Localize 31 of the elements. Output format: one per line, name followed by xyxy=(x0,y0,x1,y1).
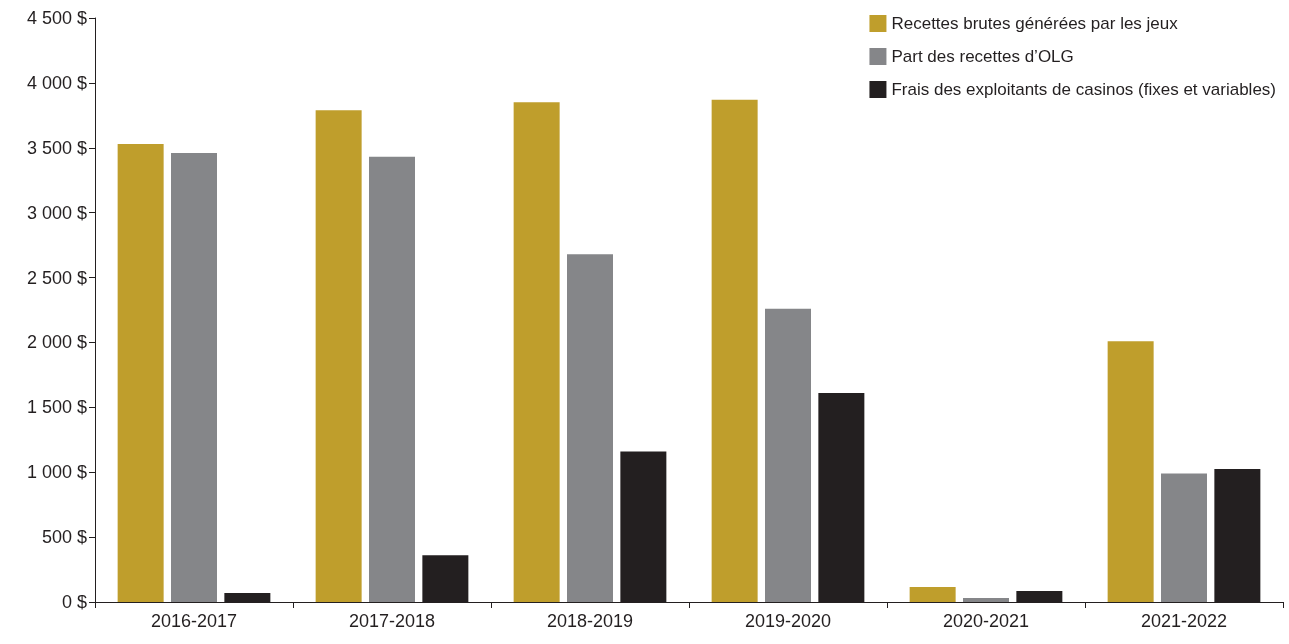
bar xyxy=(117,143,164,602)
bar xyxy=(765,308,811,602)
bar xyxy=(711,99,758,602)
bar xyxy=(963,598,1009,602)
bar xyxy=(369,156,415,602)
bar xyxy=(171,152,217,602)
bar xyxy=(567,254,613,602)
x-tick-label: 2019-2020 xyxy=(744,611,832,631)
y-tick-label: 3 500 $ xyxy=(26,137,87,158)
x-tick-label: 2020-2021 xyxy=(942,611,1030,631)
y-tick-label: 0 $ xyxy=(61,592,87,612)
bar xyxy=(513,102,560,602)
y-tick-label: 500 $ xyxy=(41,527,87,548)
y-tick-label: 2 000 $ xyxy=(26,332,87,353)
bar xyxy=(315,110,362,602)
x-tick-label: 2018-2019 xyxy=(546,611,634,631)
y-tick-label: 4 000 $ xyxy=(26,72,87,93)
y-tick-label: 3 000 $ xyxy=(26,202,87,223)
y-tick-label: 1 000 $ xyxy=(26,462,87,483)
legend-label: Part des recettes d’OLG xyxy=(891,47,1074,66)
x-tick-label: 2017-2018 xyxy=(348,611,436,631)
bar xyxy=(1161,473,1207,602)
y-tick-label: 1 500 $ xyxy=(26,397,87,418)
legend-label: Frais des exploitants de casinos (fixes et variables) xyxy=(891,80,1276,99)
x-tick-label: 2016-2017 xyxy=(150,611,238,631)
x-tick-label: 2021-2022 xyxy=(1140,611,1228,631)
bar xyxy=(1107,341,1154,602)
bar xyxy=(909,587,956,602)
legend-label: Recettes brutes générées par les jeux xyxy=(891,14,1179,33)
y-tick-label: 4 500 $ xyxy=(26,8,87,28)
y-tick-label: 2 500 $ xyxy=(26,267,87,288)
